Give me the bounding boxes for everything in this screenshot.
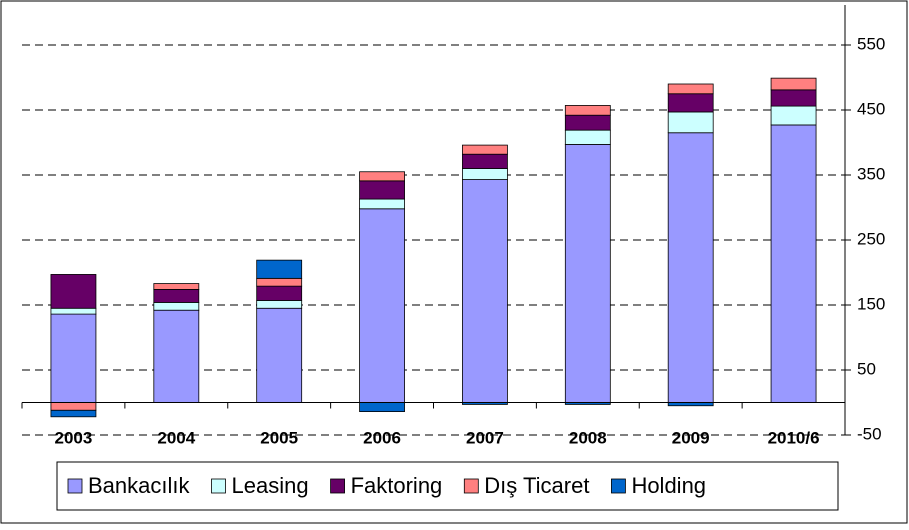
- bar-segment: [153, 283, 200, 290]
- legend-swatch: [330, 478, 345, 494]
- bar-segment: [462, 144, 508, 155]
- bar-segment: [667, 132, 714, 403]
- bar-segment: [667, 83, 714, 95]
- bar-segment: [50, 409, 97, 418]
- legend-swatch: [211, 478, 226, 494]
- legend-label: Faktoring: [351, 473, 443, 498]
- x-tick-label: 2005: [260, 428, 298, 447]
- bar-segment: [256, 277, 303, 287]
- bar-segment: [770, 89, 817, 107]
- y-tick-label: 350: [857, 164, 885, 183]
- bar-segment: [667, 111, 714, 134]
- bar-segment: [359, 180, 405, 200]
- legend-swatch: [67, 478, 83, 494]
- bar-segment: [770, 77, 817, 91]
- y-tick-label: 550: [857, 34, 885, 53]
- bar-segment: [770, 105, 817, 126]
- x-tick-label: 2003: [55, 428, 93, 447]
- legend-label: Bankacılık: [88, 473, 190, 498]
- bar-segment: [50, 402, 97, 411]
- bar-segment: [256, 300, 303, 309]
- x-tick-label: 2007: [466, 428, 504, 447]
- legend-label: Holding: [631, 473, 706, 498]
- bar-segment: [462, 153, 508, 169]
- legend-label: Leasing: [232, 473, 309, 498]
- y-tick-label: 50: [857, 359, 876, 378]
- bar-segment: [256, 307, 303, 403]
- bar-segment: [462, 168, 508, 180]
- bar-segment: [50, 274, 97, 309]
- x-tick-label: 2006: [363, 428, 401, 447]
- bar-segment: [564, 105, 611, 116]
- y-tick-label: 450: [857, 99, 885, 118]
- bar-segment: [256, 285, 303, 301]
- bar-segment: [564, 114, 611, 131]
- y-tick-label: 150: [857, 294, 885, 313]
- bar-segment: [153, 288, 200, 303]
- bar-segment: [359, 208, 405, 403]
- bar-segment: [153, 309, 200, 403]
- bar-segment: [153, 301, 200, 311]
- x-tick-label: 2008: [569, 428, 607, 447]
- x-tick-label: 2010/6: [768, 428, 820, 447]
- bar-segment: [667, 93, 714, 113]
- bar-segment: [50, 313, 97, 403]
- legend-swatch: [611, 478, 626, 494]
- x-tick-label: 2004: [157, 428, 195, 447]
- x-tick-label: 2009: [672, 428, 710, 447]
- y-tick-label: -50: [857, 424, 882, 443]
- bar-segment: [564, 129, 611, 145]
- bar-segment: [462, 179, 508, 403]
- y-tick-label: 250: [857, 229, 885, 248]
- bar-segment: [256, 259, 303, 279]
- bar-segment: [359, 198, 405, 210]
- bar-segment: [50, 307, 97, 315]
- legend-swatch: [463, 478, 479, 494]
- legend-box: [56, 461, 839, 511]
- bar-segment: [359, 402, 405, 413]
- bar-segment: [564, 144, 611, 403]
- bar-segment: [770, 124, 817, 403]
- bar-segment: [359, 171, 405, 182]
- legend-label: Dış Ticaret: [484, 473, 589, 498]
